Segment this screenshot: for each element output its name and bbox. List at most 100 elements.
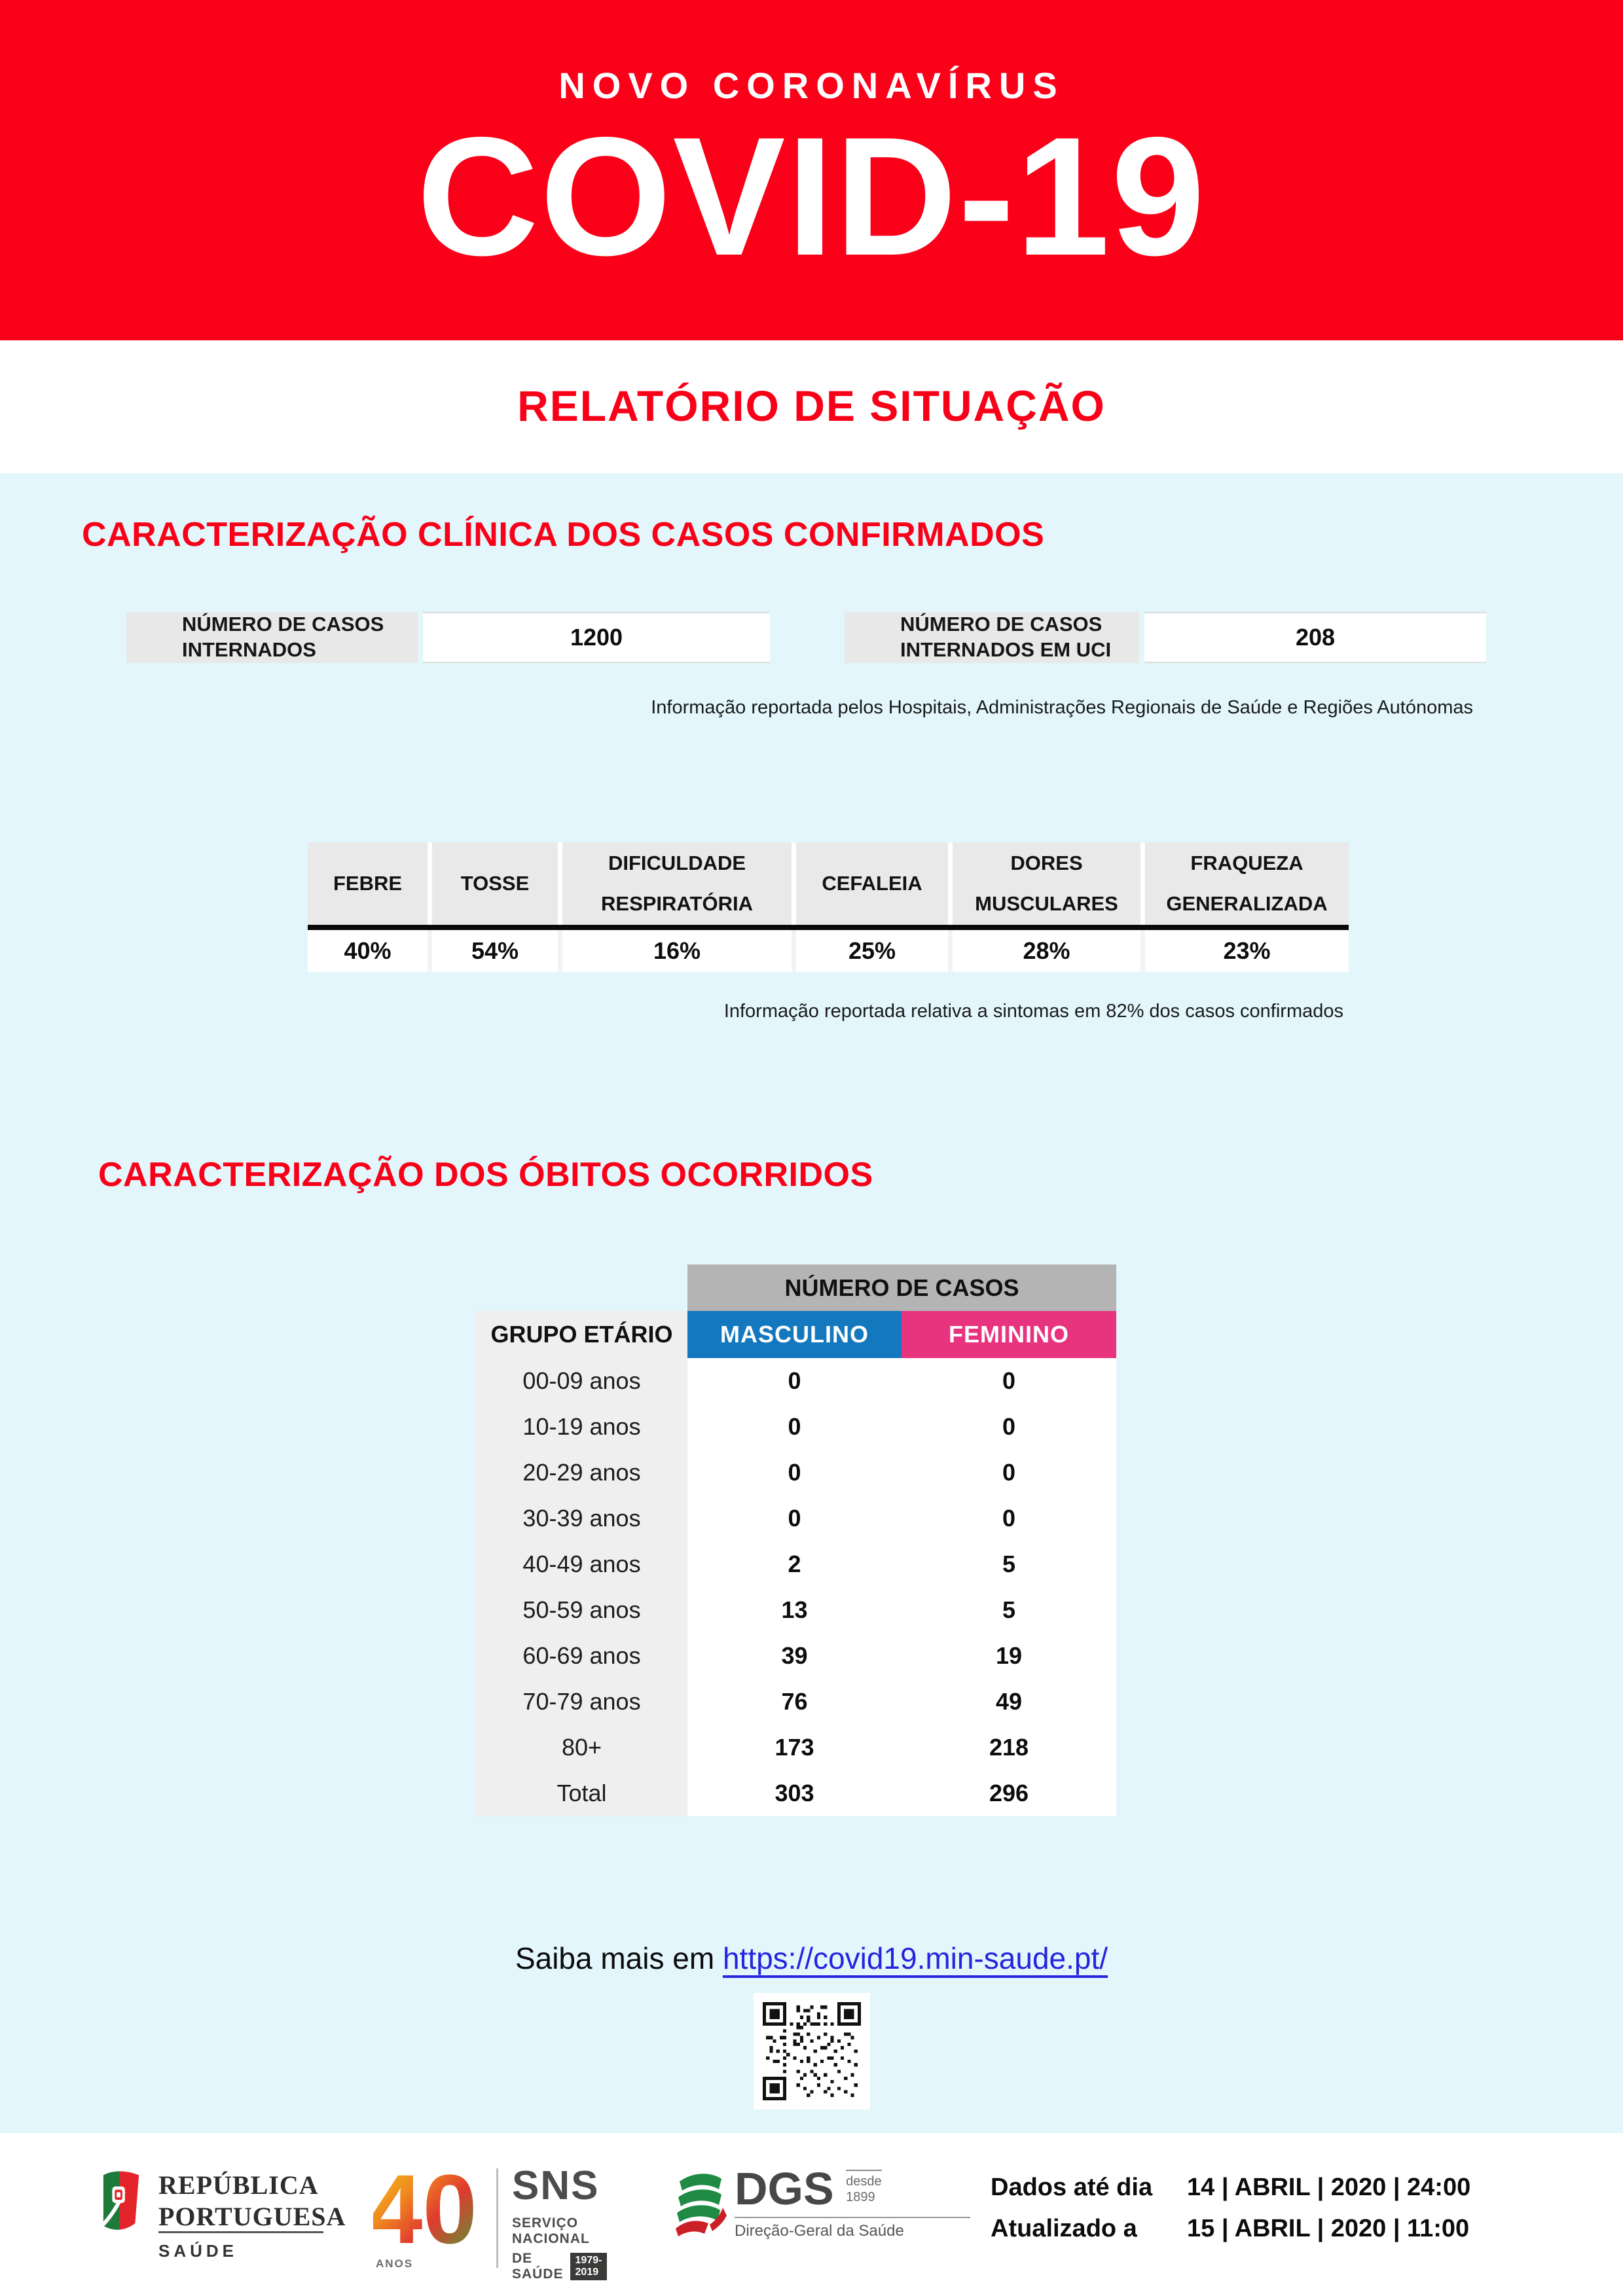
male-count: 0 <box>687 1404 902 1450</box>
republica-divider-line <box>158 2231 323 2233</box>
stat-value-internados: 1200 <box>423 612 770 663</box>
anos-label: ANOS <box>376 2257 414 2270</box>
male-count: 0 <box>687 1450 902 1496</box>
age-group-label: 50-59 anos <box>476 1587 687 1633</box>
qr-code-image <box>762 2002 861 2100</box>
dgs-divider-line <box>735 2217 970 2218</box>
female-count: 19 <box>902 1633 1116 1679</box>
stat-label-internados-uci: NÚMERO DE CASOS INTERNADOS EM UCI <box>845 612 1139 663</box>
sns-years-badge: 1979-2019 <box>570 2253 608 2280</box>
updated-at-value: 15 | ABRIL | 2020 | 11:00 <box>1187 2215 1470 2242</box>
sns-divider-line <box>496 2168 498 2268</box>
data-until-label: Dados até dia <box>991 2174 1153 2201</box>
male-count: 39 <box>687 1633 902 1679</box>
republica-line: REPÚBLICA <box>158 2170 319 2200</box>
symptom-value-tosse: 54% <box>432 930 558 972</box>
sns-acronym: SNS <box>512 2163 600 2208</box>
stats-source-note: Informação reportada pelos Hospitais, Ad… <box>651 697 1473 718</box>
forty-years-icon: 40 <box>373 2166 477 2254</box>
female-count: 0 <box>902 1358 1116 1404</box>
saude-label: SAÚDE <box>158 2241 238 2261</box>
table-row: 20-29 anos 0 0 <box>476 1450 1116 1496</box>
report-dates: Dados até dia 14 | ABRIL | 2020 | 24:00 … <box>991 2174 1470 2256</box>
dgs-leaf-icon <box>676 2174 727 2236</box>
dgs-wordmark: DGS desde 1899 Direção-Geral da Saúde <box>735 2166 970 2240</box>
symptom-col-fraqueza-generalizada: FRAQUEZA GENERALIZADA <box>1145 842 1349 925</box>
qr-code <box>753 1993 870 2109</box>
deaths-male-header: MASCULINO <box>687 1311 902 1358</box>
table-row-total: Total 303 296 <box>476 1770 1116 1816</box>
symptom-col-dores-musculares: DORES MUSCULARES <box>953 842 1140 925</box>
data-until-value: 14 | ABRIL | 2020 | 24:00 <box>1187 2174 1471 2201</box>
sns-wordmark: SNS SERVIÇO NACIONAL DE SAÚDE 1979-2019 <box>512 2163 608 2282</box>
dgs-desde: desde <box>846 2174 882 2189</box>
deaths-number-of-cases-header: NÚMERO DE CASOS <box>687 1265 1116 1311</box>
deaths-table-column-headers: GRUPO ETÁRIO MASCULINO FEMININO <box>476 1311 1116 1358</box>
deaths-age-group-header: GRUPO ETÁRIO <box>476 1311 687 1358</box>
table-row: 10-19 anos 0 0 <box>476 1404 1116 1450</box>
symptoms-table: FEBRE TOSSE DIFICULDADE RESPIRATÓRIA CEF… <box>308 842 1349 972</box>
age-group-label: Total <box>476 1770 687 1816</box>
sns-servico-nacional: SERVIÇO NACIONAL <box>512 2215 590 2246</box>
sns-de-saude: DE SAÚDE <box>512 2251 564 2282</box>
symptoms-table-values: 40% 54% 16% 25% 28% 23% <box>308 930 1349 972</box>
dgs-1899: 1899 <box>846 2190 875 2204</box>
female-count: 0 <box>902 1496 1116 1541</box>
age-group-label: 00-09 anos <box>476 1358 687 1404</box>
table-row: 60-69 anos 39 19 <box>476 1633 1116 1679</box>
symptom-col-tosse: TOSSE <box>432 842 558 925</box>
symptom-col-dificuldade-respiratoria: DIFICULDADE RESPIRATÓRIA <box>562 842 792 925</box>
deaths-table: NÚMERO DE CASOS GRUPO ETÁRIO MASCULINO F… <box>476 1265 1116 1816</box>
male-count: 13 <box>687 1587 902 1633</box>
male-count: 0 <box>687 1358 902 1404</box>
report-banner: NOVO CORONAVÍRUS COVID-19 <box>0 0 1623 340</box>
age-group-label: 80+ <box>476 1725 687 1770</box>
symptom-value-fraqueza-generalizada: 23% <box>1145 930 1349 972</box>
banner-kicker: NOVO CORONAVÍRUS <box>558 65 1065 106</box>
data-until-row: Dados até dia 14 | ABRIL | 2020 | 24:00 <box>991 2174 1470 2202</box>
dgs-acronym: DGS <box>735 2163 834 2214</box>
dgs-desde-1899: desde 1899 <box>846 2170 882 2205</box>
male-count: 2 <box>687 1541 902 1587</box>
female-count: 0 <box>902 1404 1116 1450</box>
symptom-value-dores-musculares: 28% <box>953 930 1140 972</box>
age-group-label: 40-49 anos <box>476 1541 687 1587</box>
male-count: 76 <box>687 1679 902 1725</box>
age-group-label: 60-69 anos <box>476 1633 687 1679</box>
covid19-link[interactable]: https://covid19.min-saude.pt/ <box>722 1941 1108 1975</box>
symptom-col-cefaleia: CEFALEIA <box>796 842 948 925</box>
svg-text:40: 40 <box>373 2166 477 2254</box>
female-count: 218 <box>902 1725 1116 1770</box>
table-row: 80+ 173 218 <box>476 1725 1116 1770</box>
banner-title: COVID-19 <box>416 101 1207 291</box>
dgs-full-name: Direção-Geral da Saúde <box>735 2222 904 2240</box>
report-subheader: RELATÓRIO DE SITUAÇÃO <box>0 340 1623 473</box>
female-count: 5 <box>902 1541 1116 1587</box>
portugal-flag-icon <box>103 2171 139 2230</box>
table-row: 70-79 anos 76 49 <box>476 1679 1116 1725</box>
table-row: 40-49 anos 2 5 <box>476 1541 1116 1587</box>
table-row: 50-59 anos 13 5 <box>476 1587 1116 1633</box>
stat-value-internados-uci: 208 <box>1144 612 1486 663</box>
symptoms-table-header: FEBRE TOSSE DIFICULDADE RESPIRATÓRIA CEF… <box>308 842 1349 925</box>
symptoms-table-divider <box>308 925 1349 930</box>
more-info-line: Saiba mais em https://covid19.min-saude.… <box>0 1941 1623 1976</box>
age-group-label: 70-79 anos <box>476 1679 687 1725</box>
male-count: 0 <box>687 1496 902 1541</box>
age-group-label: 20-29 anos <box>476 1450 687 1496</box>
table-row: 30-39 anos 0 0 <box>476 1496 1116 1541</box>
age-group-label: 10-19 anos <box>476 1404 687 1450</box>
report-title: RELATÓRIO DE SITUAÇÃO <box>517 382 1106 430</box>
male-count: 173 <box>687 1725 902 1770</box>
female-count: 49 <box>902 1679 1116 1725</box>
clinical-section-heading: CARACTERIZAÇÃO CLÍNICA DOS CASOS CONFIRM… <box>82 516 1045 554</box>
republica-portuguesa-wordmark: REPÚBLICA PORTUGUESA <box>158 2172 346 2230</box>
updated-at-row: Atualizado a 15 | ABRIL | 2020 | 11:00 <box>991 2215 1470 2243</box>
deaths-section-heading: CARACTERIZAÇÃO DOS ÓBITOS OCORRIDOS <box>98 1156 873 1194</box>
stat-label-internados: NÚMERO DE CASOS INTERNADOS <box>126 612 418 663</box>
more-info-prefix: Saiba mais em <box>515 1941 715 1975</box>
page-footer: REPÚBLICA PORTUGUESA SAÚDE 40 ANOS SNS S… <box>0 2133 1623 2296</box>
age-group-label: 30-39 anos <box>476 1496 687 1541</box>
deaths-table-corner-spacer <box>476 1265 687 1311</box>
deaths-table-span-header: NÚMERO DE CASOS <box>476 1265 1116 1311</box>
